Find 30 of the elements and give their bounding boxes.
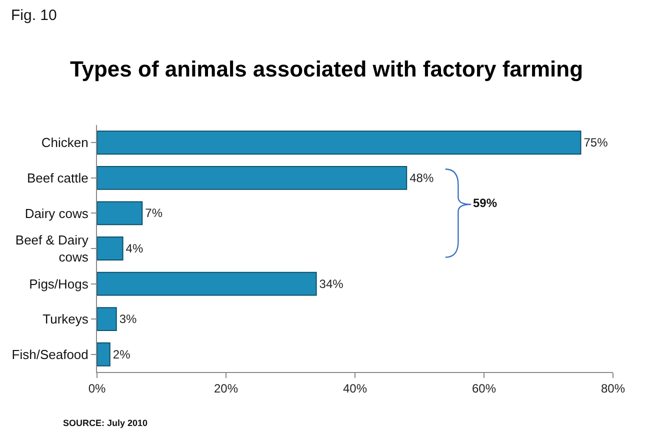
- x-tick-label: 40%: [342, 381, 368, 396]
- y-tick-label: Dairy cows: [24, 206, 89, 221]
- source-note: SOURCE: July 2010: [63, 418, 148, 428]
- y-tick-label: Chicken: [41, 135, 88, 150]
- y-tick-label: Pigs/Hogs: [29, 276, 89, 292]
- y-tick-label: Fish/Seafood: [12, 346, 88, 362]
- x-tick-label: 60%: [472, 381, 496, 396]
- data-label: 34%: [319, 276, 344, 291]
- bar: [97, 272, 317, 296]
- bar: [97, 130, 582, 155]
- data-label: 2%: [112, 347, 131, 362]
- data-label: 48%: [410, 170, 434, 185]
- x-tick-label: 0%: [88, 381, 106, 396]
- data-label: 75%: [584, 136, 608, 150]
- caption: Fig. 10: [11, 7, 57, 24]
- data-label: 4%: [126, 242, 144, 256]
- bar: [97, 307, 117, 332]
- data-label: 3%: [119, 312, 138, 326]
- chart-title: Types of animals associated with factory farming: [70, 56, 584, 82]
- bar: [97, 342, 110, 366]
- y-tick-label: Beef cattle: [26, 170, 88, 186]
- bar: [97, 236, 124, 260]
- x-tick-label: 80%: [600, 381, 626, 396]
- data-label: 7%: [145, 206, 163, 220]
- bar: [97, 201, 143, 226]
- y-tick-label: Turkeys: [42, 312, 89, 327]
- x-tick-label: 20%: [214, 381, 238, 396]
- bar: [97, 166, 408, 190]
- y-tick-label: Beef & Dairy cows: [15, 232, 89, 264]
- annotation: 59%: [473, 196, 498, 210]
